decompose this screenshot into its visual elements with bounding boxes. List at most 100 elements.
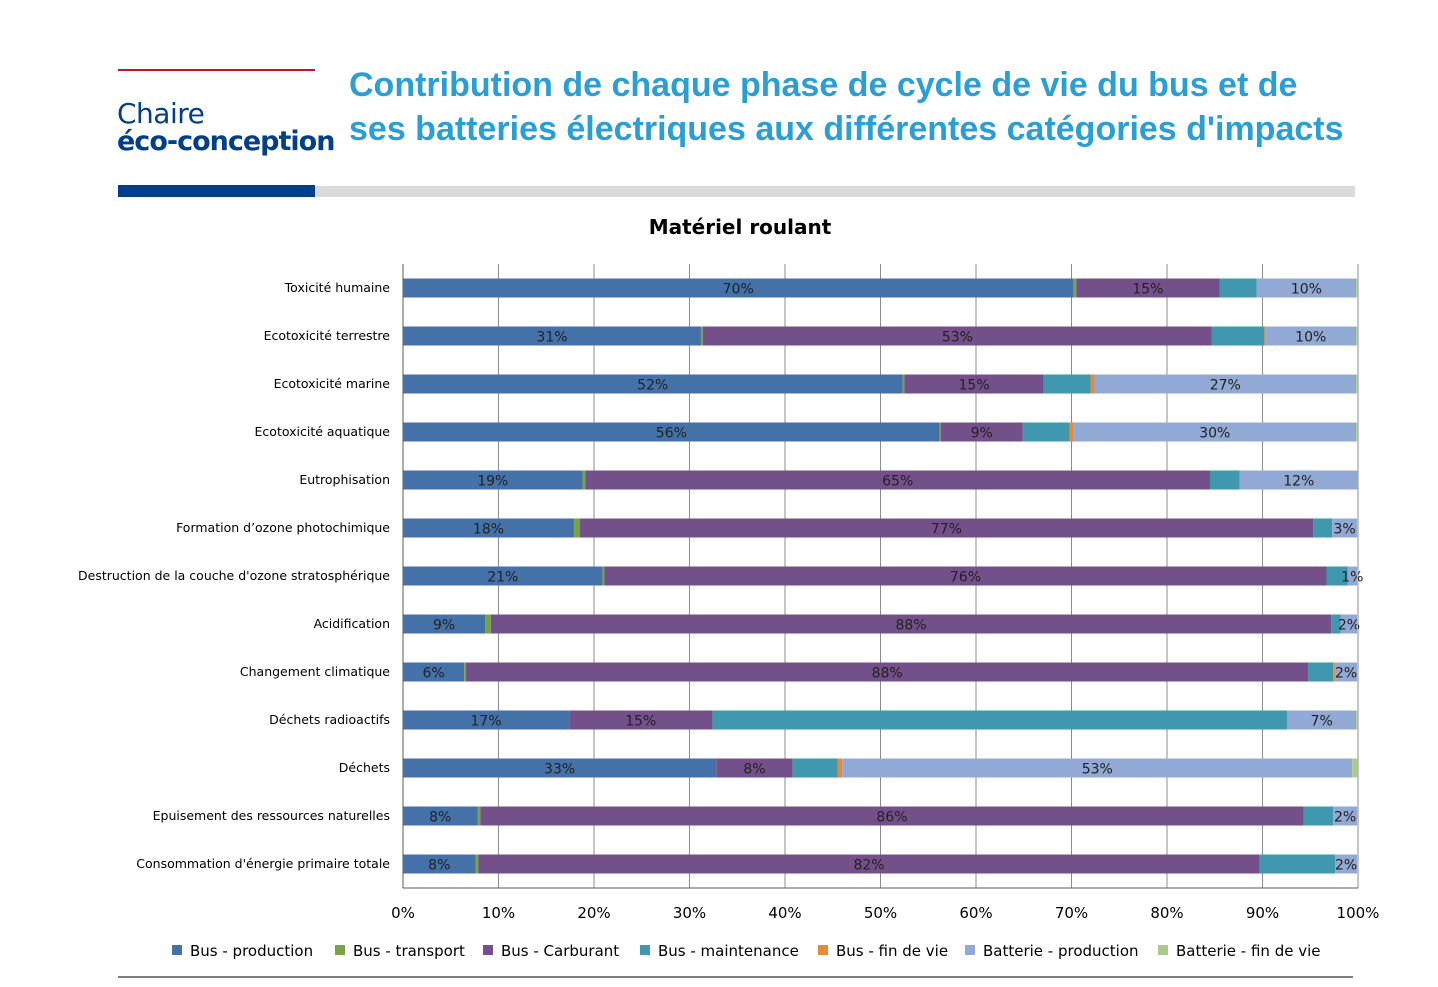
bar-segment bbox=[1073, 422, 1357, 442]
data-label: 8% bbox=[429, 810, 451, 826]
data-label: 88% bbox=[872, 666, 903, 682]
legend-swatch bbox=[483, 945, 493, 955]
bar-segment bbox=[1333, 806, 1358, 826]
bar-segment bbox=[573, 518, 580, 538]
bar-segment bbox=[1256, 278, 1357, 298]
data-label: 3% bbox=[1334, 522, 1356, 538]
bar-segment bbox=[1352, 758, 1358, 778]
bar-segment bbox=[480, 806, 1304, 826]
bar-segment bbox=[1265, 326, 1357, 346]
bar-segment bbox=[403, 518, 574, 538]
category-label: Déchets bbox=[339, 760, 390, 775]
bar-segment bbox=[1308, 662, 1334, 682]
bar-segment bbox=[403, 566, 603, 586]
bar-segment bbox=[939, 422, 941, 442]
data-label: 30% bbox=[1199, 426, 1230, 442]
data-label: 9% bbox=[433, 618, 455, 634]
header-divider bbox=[315, 186, 1355, 197]
bar-segment bbox=[1357, 518, 1358, 538]
legend-label: Bus - production bbox=[190, 942, 313, 960]
x-tick-label: 40% bbox=[768, 904, 801, 922]
data-label: 8% bbox=[743, 762, 765, 778]
bar-segment bbox=[940, 422, 1023, 442]
category-label: Epuisement des ressources naturelles bbox=[153, 808, 390, 823]
x-tick-label: 60% bbox=[959, 904, 992, 922]
x-tick-label: 100% bbox=[1337, 904, 1380, 922]
data-label: 1% bbox=[1341, 570, 1363, 586]
bar-segment bbox=[700, 326, 703, 346]
bar-segment bbox=[837, 758, 843, 778]
bar-segment bbox=[403, 422, 940, 442]
bar-segment bbox=[1073, 278, 1077, 298]
data-label: 31% bbox=[536, 330, 567, 346]
bar-segment bbox=[1211, 326, 1265, 346]
bar-segment bbox=[1356, 278, 1358, 298]
data-label: 27% bbox=[1210, 378, 1241, 394]
data-label: 8% bbox=[428, 858, 450, 874]
bar-segment bbox=[1357, 614, 1358, 634]
data-label: 52% bbox=[637, 378, 668, 394]
bar-segment bbox=[477, 806, 481, 826]
category-label: Formation d’ozone photochimique bbox=[176, 520, 390, 535]
bar-segment bbox=[1356, 422, 1358, 442]
bar-segment bbox=[403, 758, 717, 778]
x-tick-label: 80% bbox=[1150, 904, 1183, 922]
category-label: Acidification bbox=[314, 616, 390, 631]
bar-segment bbox=[1357, 854, 1358, 874]
logo-accent-line bbox=[118, 69, 315, 71]
bar-segment bbox=[1326, 566, 1348, 586]
data-label: 15% bbox=[959, 378, 990, 394]
footer-divider bbox=[118, 976, 1353, 978]
category-label: Ecotoxicité terrestre bbox=[264, 328, 391, 343]
legend-label: Bus - fin de vie bbox=[836, 942, 948, 960]
legend-label: Bus - Carburant bbox=[501, 942, 619, 960]
bar-segment bbox=[716, 758, 793, 778]
bar-segment bbox=[464, 662, 467, 682]
bar-segment bbox=[1303, 806, 1334, 826]
bar-segment bbox=[1069, 422, 1074, 442]
bar-segment bbox=[904, 374, 1044, 394]
data-label: 17% bbox=[471, 714, 502, 730]
x-tick-label: 90% bbox=[1246, 904, 1279, 922]
legend-swatch bbox=[172, 945, 182, 955]
bar-segment bbox=[1357, 566, 1358, 586]
data-label: 12% bbox=[1283, 474, 1314, 490]
data-label: 10% bbox=[1295, 330, 1326, 346]
bar-segment bbox=[1043, 374, 1091, 394]
bar-segment bbox=[1287, 710, 1357, 730]
bar-segment bbox=[1313, 518, 1333, 538]
bar-segment bbox=[1335, 662, 1358, 682]
legend-label: Batterie - fin de vie bbox=[1176, 942, 1321, 960]
bar-segment bbox=[1209, 470, 1240, 490]
category-label: Ecotoxicité aquatique bbox=[255, 424, 391, 439]
bar-segment bbox=[403, 470, 583, 490]
category-label: Destruction de la couche d'ozone stratos… bbox=[78, 568, 390, 583]
category-label: Consommation d'énergie primaire totale bbox=[136, 856, 390, 871]
bar-segment bbox=[1356, 326, 1358, 346]
bar-segment bbox=[604, 566, 1327, 586]
bar-segment bbox=[1259, 854, 1336, 874]
bar-segment bbox=[1340, 614, 1358, 634]
category-label: Déchets radioactifs bbox=[269, 712, 390, 727]
bar-segment bbox=[1239, 470, 1358, 490]
data-label: 2% bbox=[1338, 618, 1360, 634]
bar-segment bbox=[1357, 806, 1358, 826]
bar-segment bbox=[1094, 374, 1357, 394]
page-title: Contribution de chaque phase de cycle de… bbox=[349, 66, 1344, 148]
category-label: Eutrophisation bbox=[299, 472, 390, 487]
category-label: Changement climatique bbox=[240, 664, 390, 679]
data-label: 33% bbox=[544, 762, 575, 778]
bar-segment bbox=[1335, 854, 1358, 874]
legend-swatch bbox=[965, 945, 975, 955]
bar-segment bbox=[702, 326, 1212, 346]
x-tick-label: 0% bbox=[391, 904, 415, 922]
x-tick-label: 20% bbox=[577, 904, 610, 922]
legend-label: Batterie - production bbox=[983, 942, 1139, 960]
bar-segment bbox=[403, 854, 476, 874]
x-tick-label: 70% bbox=[1055, 904, 1088, 922]
bar-segment bbox=[403, 614, 486, 634]
data-label: 19% bbox=[477, 474, 508, 490]
data-label: 86% bbox=[876, 810, 907, 826]
data-label: 76% bbox=[950, 570, 981, 586]
